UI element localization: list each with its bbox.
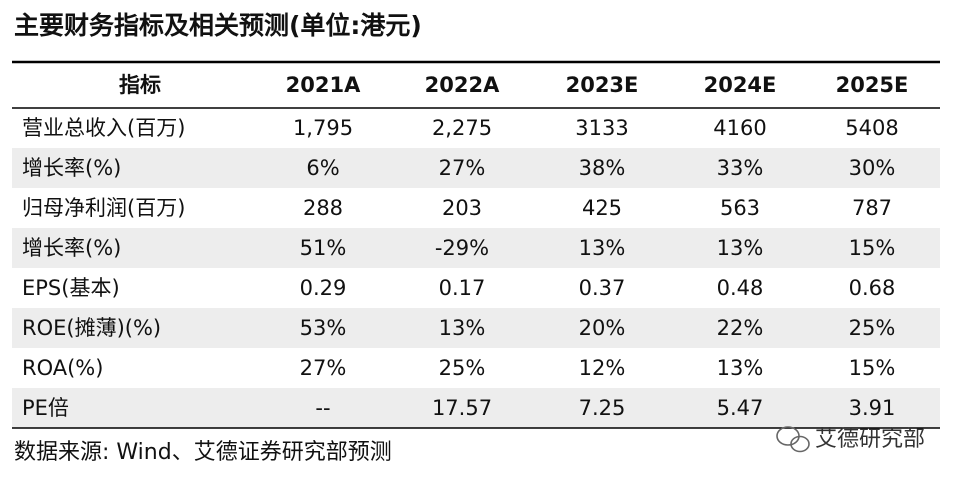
cell: --: [315, 396, 330, 420]
header-cell: 指标: [119, 73, 161, 97]
header-cell: 2025E: [836, 73, 909, 97]
row-label: ROA(%): [22, 356, 103, 380]
source: 数据来源: Wind、艾德证券研究部预测: [14, 440, 392, 465]
cell: 25%: [439, 356, 486, 380]
cell: 20%: [579, 316, 626, 340]
cell: 2,275: [432, 116, 492, 140]
cell: 13%: [717, 236, 764, 260]
cell: 563: [720, 196, 760, 220]
cell: 425: [582, 196, 622, 220]
header-cell: 2021A: [286, 73, 361, 97]
cell: 6%: [306, 156, 339, 180]
header-cell: 2022A: [425, 73, 500, 97]
cell: 15%: [849, 356, 896, 380]
row-label: PE倍: [22, 396, 69, 420]
row-shade: [12, 388, 940, 428]
wechat-icon: [776, 426, 810, 453]
row-label: 归母净利润(百万): [22, 196, 185, 220]
row-label: ROE(摊薄)(%): [22, 316, 161, 340]
cell: -29%: [435, 236, 489, 260]
cell: 203: [442, 196, 482, 220]
row-shade: [12, 148, 940, 188]
cell: 0.37: [579, 276, 626, 300]
watermark: 艾德研究部: [815, 427, 925, 452]
row-shade: [12, 228, 940, 268]
cell: 787: [852, 196, 892, 220]
cell: 3.91: [849, 396, 896, 420]
header-cell: 2024E: [704, 73, 777, 97]
cell: 0.68: [849, 276, 896, 300]
cell: 0.48: [717, 276, 764, 300]
cell: 5408: [845, 116, 898, 140]
row-label: 增长率(%): [22, 156, 121, 180]
header-cell: 2023E: [566, 73, 639, 97]
cell: 27%: [300, 356, 347, 380]
cell: 53%: [300, 316, 347, 340]
cell: 13%: [439, 316, 486, 340]
cell: 38%: [579, 156, 626, 180]
cell: 4160: [713, 116, 766, 140]
row-label: 营业总收入(百万): [22, 116, 185, 140]
cell: 288: [303, 196, 343, 220]
cell: 12%: [579, 356, 626, 380]
cell: 5.47: [717, 396, 764, 420]
cell: 3133: [575, 116, 628, 140]
row-shade: [12, 308, 940, 348]
cell: 0.17: [439, 276, 486, 300]
cell: 0.29: [300, 276, 347, 300]
cell: 13%: [579, 236, 626, 260]
cell: 1,795: [293, 116, 353, 140]
row-label: 增长率(%): [22, 236, 121, 260]
cell: 22%: [717, 316, 764, 340]
row-label: EPS(基本): [22, 276, 120, 300]
cell: 15%: [849, 236, 896, 260]
table: 指标 2021A 2022A 2023E 2024E 2025E 营业总收入(百万) 1,79…: [12, 60, 940, 429]
cell: 33%: [717, 156, 764, 180]
cell: 27%: [439, 156, 486, 180]
cell: 13%: [717, 356, 764, 380]
cell: 51%: [300, 236, 347, 260]
cell: 30%: [849, 156, 896, 180]
cell: 17.57: [432, 396, 492, 420]
cell: 25%: [849, 316, 896, 340]
cell: 7.25: [579, 396, 626, 420]
title: 主要财务指标及相关预测(单位:港元): [14, 11, 422, 40]
